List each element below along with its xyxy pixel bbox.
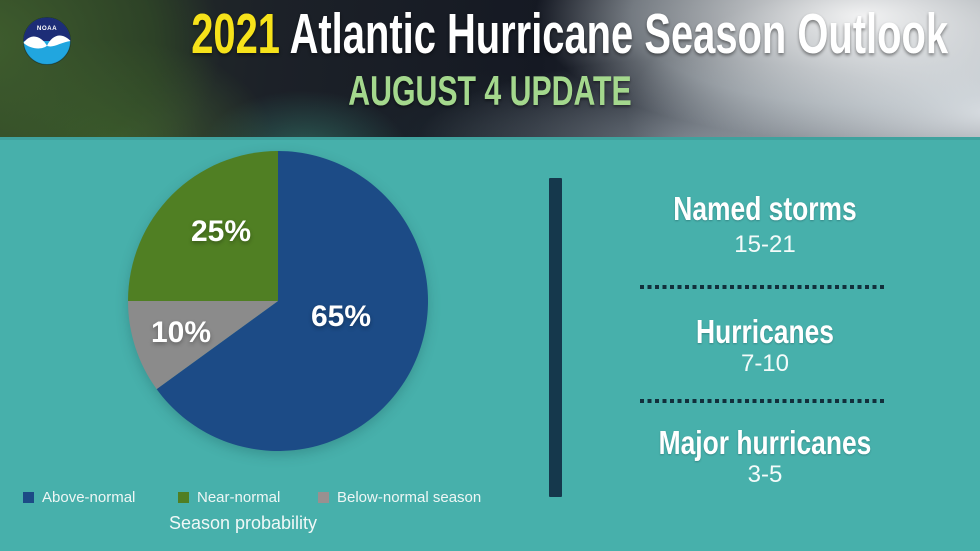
content-area: 65% 10% 25% Above-normal Near-normal Bel… [0, 137, 980, 551]
pie-slice-above-normal [156, 151, 429, 451]
pie-chart: 65% 10% 25% [128, 151, 429, 451]
legend-swatch-near-normal [178, 492, 189, 503]
legend-item-near-normal: Near-normal [178, 489, 280, 506]
pie-chart-svg [128, 151, 429, 451]
noaa-logo-text: NOAA [37, 25, 57, 32]
outlook-label-major-hurricanes: Major hurricanes [658, 424, 872, 461]
chart-caption: Season probability [168, 513, 318, 533]
legend-label: Near-normal [197, 489, 281, 506]
legend-item-above-normal: Above-normal [23, 489, 135, 506]
noaa-logo-icon: NOAA [23, 17, 71, 65]
outlook-panel: Named storms 15-21 Hurricanes 7-10 Major… [575, 177, 955, 507]
pie-slice-near-normal [128, 151, 278, 301]
legend-label: Above-normal [42, 489, 136, 506]
outlook-label-hurricanes: Hurricanes [696, 313, 834, 350]
legend-label: Below-normal season [337, 489, 482, 506]
vertical-divider [549, 178, 562, 497]
title-rest: Atlantic Hurricane Season Outlook [279, 2, 949, 66]
update-subtitle: AUGUST 4 UPDATE [348, 67, 632, 114]
legend-swatch-below-normal [318, 492, 329, 503]
outlook-range-named-storms: 15-21 [734, 231, 796, 258]
pie-label-above-normal: 65% [310, 300, 372, 333]
legend-item-below-normal: Below-normal season [318, 489, 481, 506]
page-title: 2021 Atlantic Hurricane Season Outlook [191, 2, 948, 66]
outlook-range-major-hurricanes: 3-5 [747, 461, 783, 488]
outlook-range-hurricanes: 7-10 [740, 350, 790, 377]
dotted-separator [640, 285, 885, 289]
pie-label-near-normal: 25% [190, 215, 252, 248]
header-banner: NOAA 2021 Atlantic Hurricane Season Outl… [0, 0, 980, 137]
pie-label-below-normal: 10% [150, 316, 212, 349]
pie-slice-below-normal-season [128, 301, 278, 390]
dotted-separator [640, 399, 885, 403]
outlook-label-named-storms: Named storms [673, 190, 857, 227]
title-year: 2021 [191, 2, 280, 66]
legend-swatch-above-normal [23, 492, 34, 503]
